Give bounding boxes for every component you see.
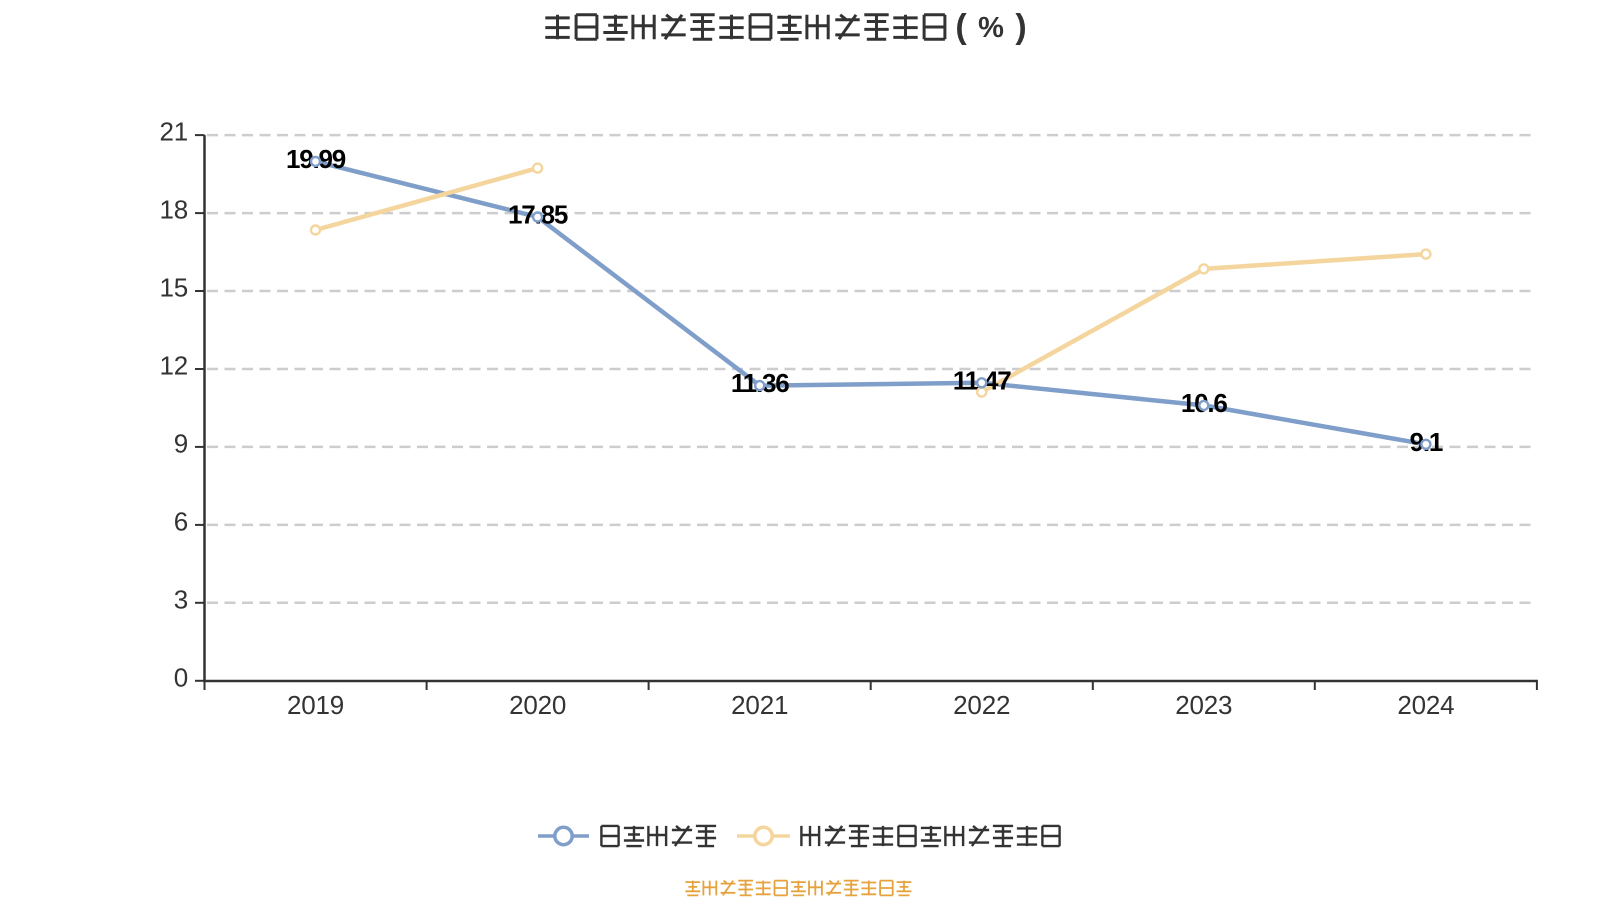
svg-text:18: 18 <box>159 195 188 225</box>
svg-text:): ) <box>1015 8 1026 46</box>
svg-text:2022: 2022 <box>953 690 1010 720</box>
svg-text:2023: 2023 <box>1175 690 1232 720</box>
svg-text:%: % <box>978 12 1004 44</box>
svg-text:21: 21 <box>159 117 188 147</box>
svg-text:(: ( <box>955 8 967 46</box>
svg-text:15: 15 <box>159 273 188 303</box>
svg-text:6: 6 <box>174 506 188 536</box>
svg-text:12: 12 <box>159 351 188 381</box>
svg-text:2020: 2020 <box>509 690 566 720</box>
svg-text:2021: 2021 <box>731 690 788 720</box>
svg-text:2024: 2024 <box>1397 690 1454 720</box>
svg-text:0: 0 <box>174 662 188 692</box>
svg-text:9: 9 <box>174 428 188 458</box>
svg-text:3: 3 <box>174 584 188 614</box>
svg-text:2019: 2019 <box>287 690 344 720</box>
